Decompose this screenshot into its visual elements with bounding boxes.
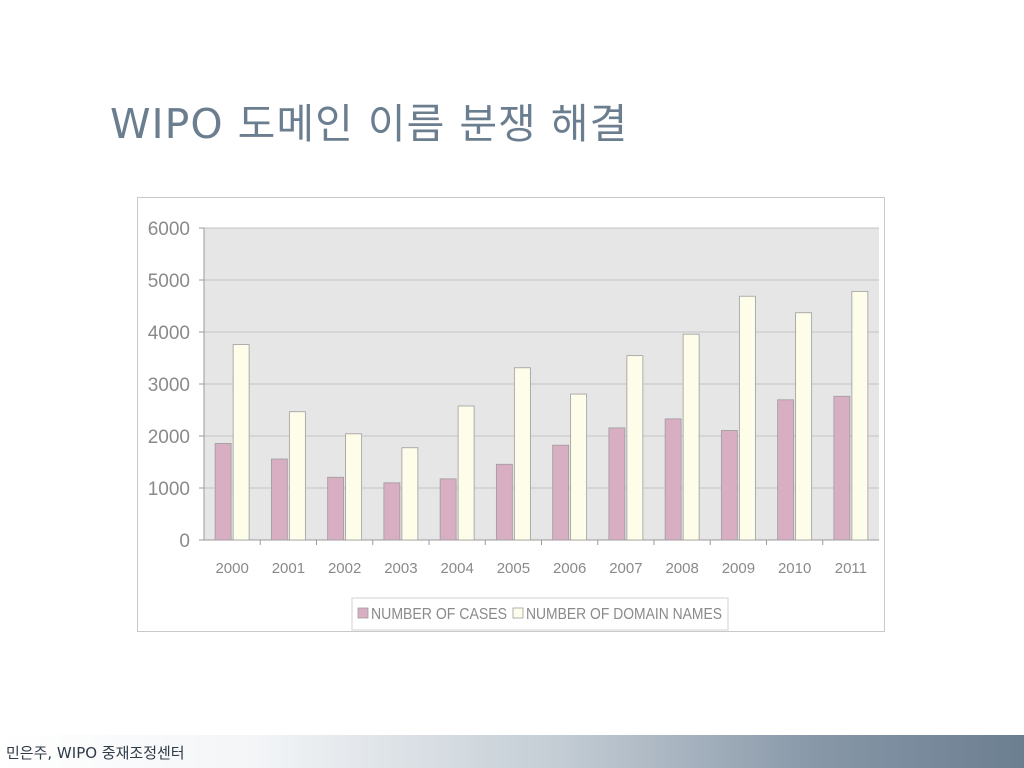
bar-cases: [327, 476, 345, 541]
y-tick-label: 2000: [148, 427, 190, 448]
bar-cases: [552, 444, 570, 541]
bar-domain-names: [851, 290, 869, 541]
footer-text: 민은주, WIPO 중재조정센터: [6, 744, 185, 762]
x-tick-label: 2010: [778, 560, 811, 577]
footer-bar: [0, 735, 1024, 768]
x-tick-label: 2003: [384, 560, 417, 577]
x-tick-label: 2006: [553, 560, 586, 577]
bar-domain-names: [738, 295, 756, 541]
y-tick-label: 6000: [148, 219, 190, 240]
bar-cases: [495, 463, 513, 541]
bar-domain-names: [513, 367, 531, 541]
x-tick-label: 2005: [497, 560, 530, 577]
bar-cases: [214, 443, 232, 541]
y-tick-label: 1000: [148, 479, 190, 500]
chart-container: 0 1000 2000 3000 4000 5000 6000 2000 2001 2002 200…: [137, 197, 885, 632]
bar-domain-names: [345, 433, 363, 541]
bar-domain-names: [457, 405, 475, 541]
bar-cases: [439, 478, 457, 541]
bar-domain-names: [232, 344, 250, 541]
bar-cases: [720, 430, 738, 541]
bar-domain-names: [682, 333, 700, 541]
bar-cases: [833, 395, 851, 541]
x-tick-label: 2001: [272, 560, 305, 577]
bar-domain-names: [401, 447, 419, 541]
bar-cases: [608, 427, 626, 541]
bar-domain-names: [288, 411, 306, 541]
bar-cases: [664, 418, 682, 541]
slide-title: WIPO 도메인 이름 분쟁 해결: [110, 100, 629, 148]
x-tick-label: 2000: [215, 560, 248, 577]
x-tick-label: 2011: [835, 560, 867, 577]
legend-label-domain-names: NUMBER OF DOMAIN NAMES: [526, 606, 722, 623]
bar-cases: [777, 399, 795, 541]
y-tick-label: 0: [179, 531, 190, 552]
y-tick-label: 5000: [148, 271, 190, 292]
bar-domain-names: [795, 312, 813, 541]
x-tick-label: 2008: [665, 560, 698, 577]
legend-label-cases: NUMBER OF CASES: [371, 606, 507, 623]
x-tick-label: 2002: [328, 560, 361, 577]
y-tick-label: 3000: [148, 375, 190, 396]
x-tick-label: 2004: [440, 560, 473, 577]
legend-box: [351, 597, 729, 631]
bar-domain-names: [570, 393, 588, 541]
y-tick-label: 4000: [148, 323, 190, 344]
bar-domain-names: [626, 355, 644, 541]
x-tick-label: 2009: [722, 560, 755, 577]
bar-cases: [270, 458, 288, 541]
x-tick-label: 2007: [609, 560, 642, 577]
legend-swatch-domain-names: [512, 607, 524, 619]
bar-chart: 0 1000 2000 3000 4000 5000 6000 2000 2001 2002 200…: [148, 219, 879, 631]
legend-swatch-cases: [357, 607, 369, 619]
bar-cases: [383, 482, 401, 541]
